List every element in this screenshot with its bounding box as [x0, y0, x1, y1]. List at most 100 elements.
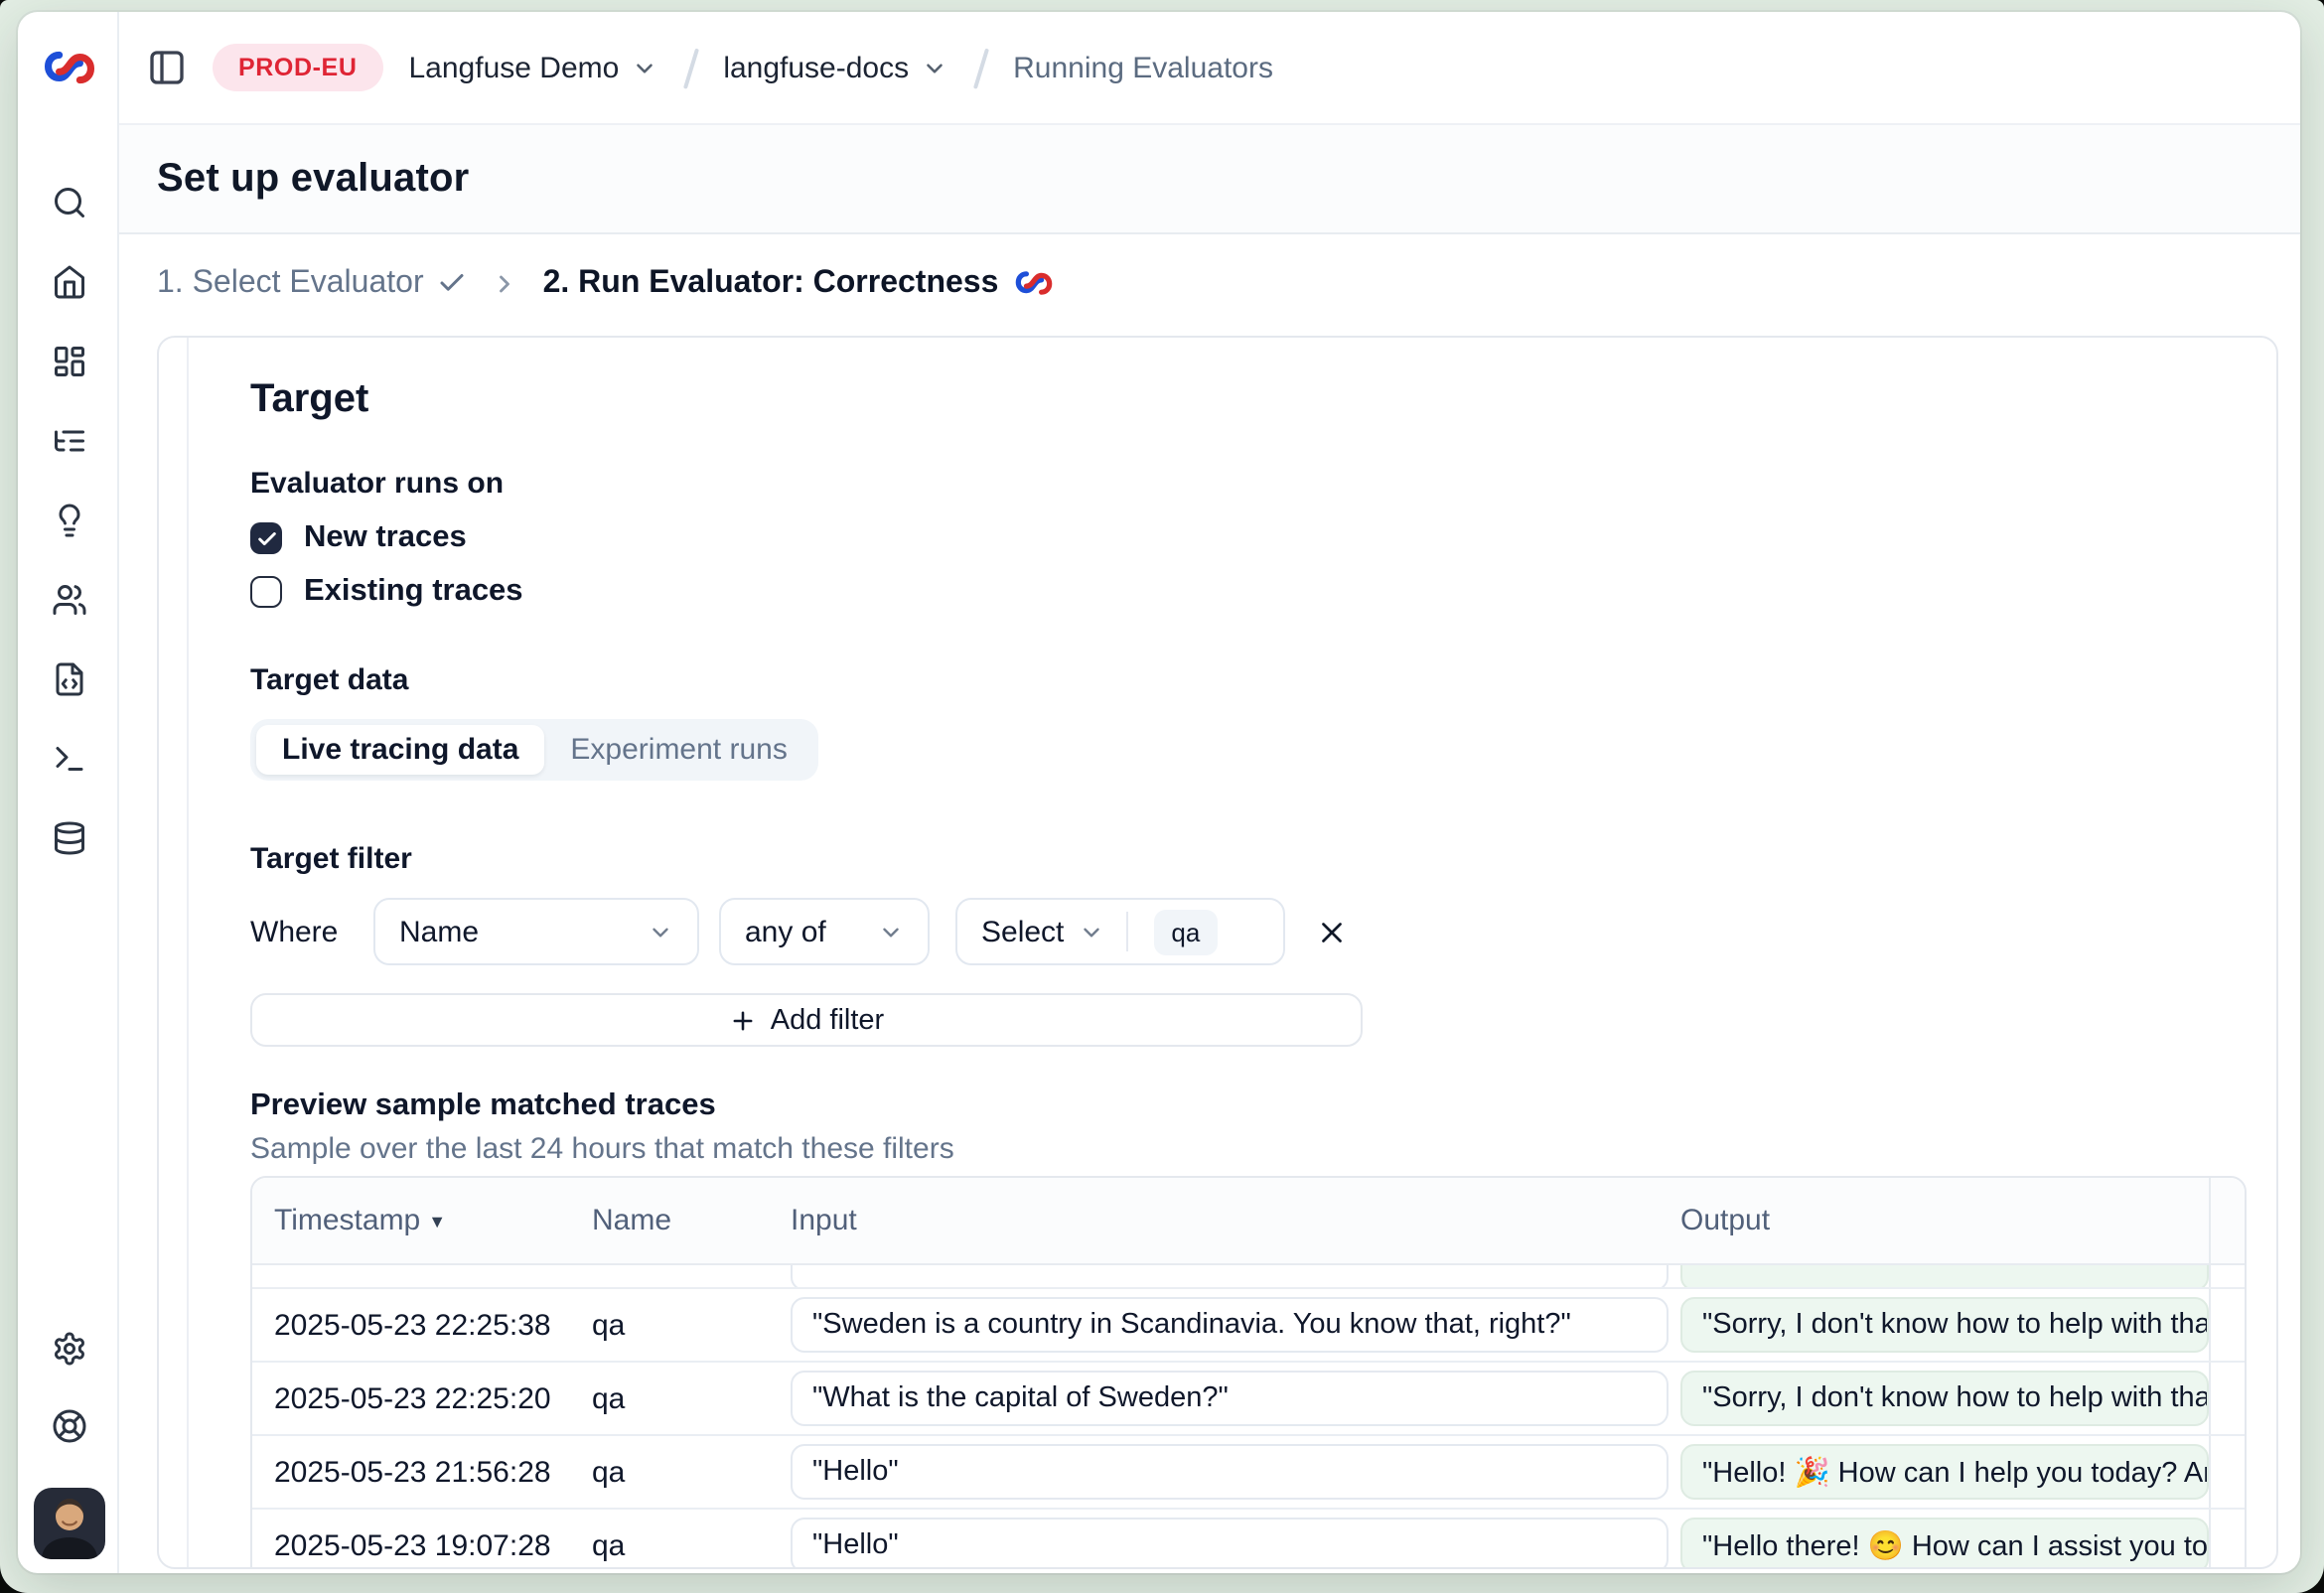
column-header-name[interactable]: Name [592, 1204, 672, 1237]
filter-column-value: Name [399, 915, 480, 948]
breadcrumb-project[interactable]: langfuse-docs [723, 51, 946, 84]
preview-heading: Preview sample matched traces [250, 1088, 716, 1122]
breadcrumb-organization-label: Langfuse Demo [408, 51, 620, 84]
home-icon[interactable] [51, 264, 86, 300]
top-navigation: PROD-EU Langfuse Demo langfuse-docs Runn… [119, 12, 2300, 123]
user-avatar[interactable] [33, 1488, 104, 1559]
target-heading: Target [250, 377, 369, 421]
tab-experiment-runs[interactable]: Experiment runs [570, 733, 788, 767]
breadcrumb-project-label: langfuse-docs [723, 51, 910, 84]
checkbox-unchecked-icon[interactable] [250, 576, 282, 608]
column-header-timestamp[interactable]: Timestamp ▼ [252, 1204, 592, 1237]
breadcrumb-page: Running Evaluators [1013, 51, 1273, 84]
filter-where-label: Where [250, 915, 339, 948]
add-filter-button[interactable]: Add filter [250, 993, 1363, 1047]
runs-on-label: Evaluator runs on [250, 467, 505, 501]
output-cell-partial [1680, 1265, 2209, 1287]
sort-desc-icon: ▼ [428, 1212, 447, 1231]
table-row[interactable]: 2025-05-23 22:25:20 qa "What is the capi… [252, 1363, 2245, 1436]
breadcrumb-separator [972, 47, 988, 88]
table-row-partial [252, 1265, 2245, 1289]
chevron-down-icon [631, 55, 656, 80]
checkbox-existing-traces-label: Existing traces [304, 574, 523, 608]
tab-live-tracing-data[interactable]: Live tracing data [256, 725, 545, 775]
chevron-down-icon [648, 919, 673, 944]
sidebar-toggle-icon[interactable] [147, 48, 187, 87]
environment-badge[interactable]: PROD-EU [213, 44, 383, 91]
table-row[interactable]: 2025-05-23 21:56:28 qa "Hello" "Hello! 🎉… [252, 1436, 2245, 1510]
plus-icon [729, 1006, 757, 1034]
chevron-right-icon [492, 269, 519, 297]
cell-input: "Sweden is a country in Scandinavia. You… [791, 1297, 1669, 1353]
preview-subtitle: Sample over the last 24 hours that match… [250, 1132, 954, 1166]
cell-timestamp: 2025-05-23 22:25:20 [274, 1381, 551, 1415]
column-header-input[interactable]: Input [791, 1204, 857, 1237]
cell-output: "Sorry, I don't know how to help with th… [1680, 1297, 2209, 1353]
filter-value-select[interactable]: Select qa [955, 898, 1285, 965]
target-data-tabs: Live tracing data Experiment runs [250, 719, 819, 781]
checkbox-existing-traces[interactable]: Existing traces [250, 574, 2247, 610]
checkbox-checked-icon[interactable] [250, 522, 282, 554]
cell-name: qa [592, 1528, 626, 1562]
cell-input: "Hello" [791, 1444, 1669, 1500]
settings-gear-icon[interactable] [51, 1331, 86, 1367]
select-divider [1125, 912, 1128, 951]
table-scrollbar-gutter [2209, 1436, 2245, 1508]
app-window: PROD-EU Langfuse Demo langfuse-docs Runn… [18, 12, 2300, 1573]
step-select-evaluator-label: 1. Select Evaluator [157, 265, 424, 299]
filter-column-select[interactable]: Name [373, 898, 699, 965]
prompts-file-code-icon[interactable] [51, 661, 86, 697]
langfuse-logo-icon[interactable] [18, 42, 119, 93]
checkbox-new-traces[interactable]: New traces [250, 520, 2247, 556]
step-select-evaluator[interactable]: 1. Select Evaluator [157, 265, 468, 301]
target-card-content: Target Evaluator runs on New traces [189, 338, 2276, 1567]
cell-input: "Hello" [791, 1518, 1669, 1567]
column-header-output[interactable]: Output [1680, 1204, 1771, 1237]
cell-timestamp: 2025-05-23 21:56:28 [274, 1455, 551, 1489]
search-icon[interactable] [51, 185, 86, 220]
page-header: Set up evaluator [119, 123, 2300, 234]
column-header-timestamp-label: Timestamp [274, 1204, 421, 1237]
remove-filter-icon[interactable] [1315, 915, 1349, 948]
cell-output: "Sorry, I don't know how to help with th… [1680, 1371, 2209, 1426]
breadcrumb-page-label: Running Evaluators [1013, 51, 1273, 84]
step-run-evaluator-label: 2. Run Evaluator: Correctness [542, 265, 999, 299]
tracing-tree-icon[interactable] [51, 423, 86, 459]
breadcrumb-separator [682, 47, 698, 88]
dashboards-icon[interactable] [51, 344, 86, 379]
filter-operator-select[interactable]: any of [719, 898, 930, 965]
chevron-down-icon [1078, 919, 1103, 944]
cell-name: qa [592, 1381, 626, 1415]
playground-terminal-icon[interactable] [51, 741, 86, 777]
cell-input: "What is the capital of Sweden?" [791, 1371, 1669, 1426]
chevron-down-icon [878, 919, 904, 944]
table-row[interactable]: 2025-05-23 19:07:28 qa "Hello" "Hello th… [252, 1510, 2245, 1567]
step-run-evaluator: 2. Run Evaluator: Correctness [543, 264, 1053, 302]
wizard-steps: 1. Select Evaluator 2. Run Evaluator: Co… [119, 234, 2300, 332]
input-cell-partial [791, 1265, 1669, 1287]
filter-row: Where Name any of Selec [250, 898, 2247, 965]
breadcrumb-organization[interactable]: Langfuse Demo [409, 51, 657, 84]
panel-resize-handle[interactable] [187, 338, 189, 1567]
datasets-database-icon[interactable] [51, 820, 86, 856]
cell-name: qa [592, 1455, 626, 1489]
cell-timestamp: 2025-05-23 22:25:38 [274, 1308, 551, 1342]
users-icon[interactable] [51, 582, 86, 618]
table-scrollbar-gutter [2209, 1510, 2245, 1567]
filter-operator-value: any of [745, 915, 826, 948]
filter-value-chip: qa [1153, 909, 1219, 954]
evaluation-lightbulb-icon[interactable] [51, 503, 86, 538]
langfuse-logo-icon [1014, 264, 1052, 302]
preview-table: Timestamp ▼ Name Input Output [250, 1176, 2247, 1567]
cell-timestamp: 2025-05-23 19:07:28 [274, 1528, 551, 1562]
cell-output: "Hello! 🎉 How can I help you today? Are … [1680, 1444, 2209, 1500]
table-row[interactable]: 2025-05-23 22:25:38 qa "Sweden is a coun… [252, 1289, 2245, 1363]
table-scrollbar-gutter [2209, 1363, 2245, 1434]
support-lifebuoy-icon[interactable] [51, 1408, 86, 1444]
chevron-down-icon [921, 55, 946, 80]
cell-name: qa [592, 1308, 626, 1342]
filter-value-placeholder: Select [981, 915, 1065, 948]
checkbox-new-traces-label: New traces [304, 520, 467, 554]
card-area: Target Evaluator runs on New traces [119, 332, 2300, 1573]
